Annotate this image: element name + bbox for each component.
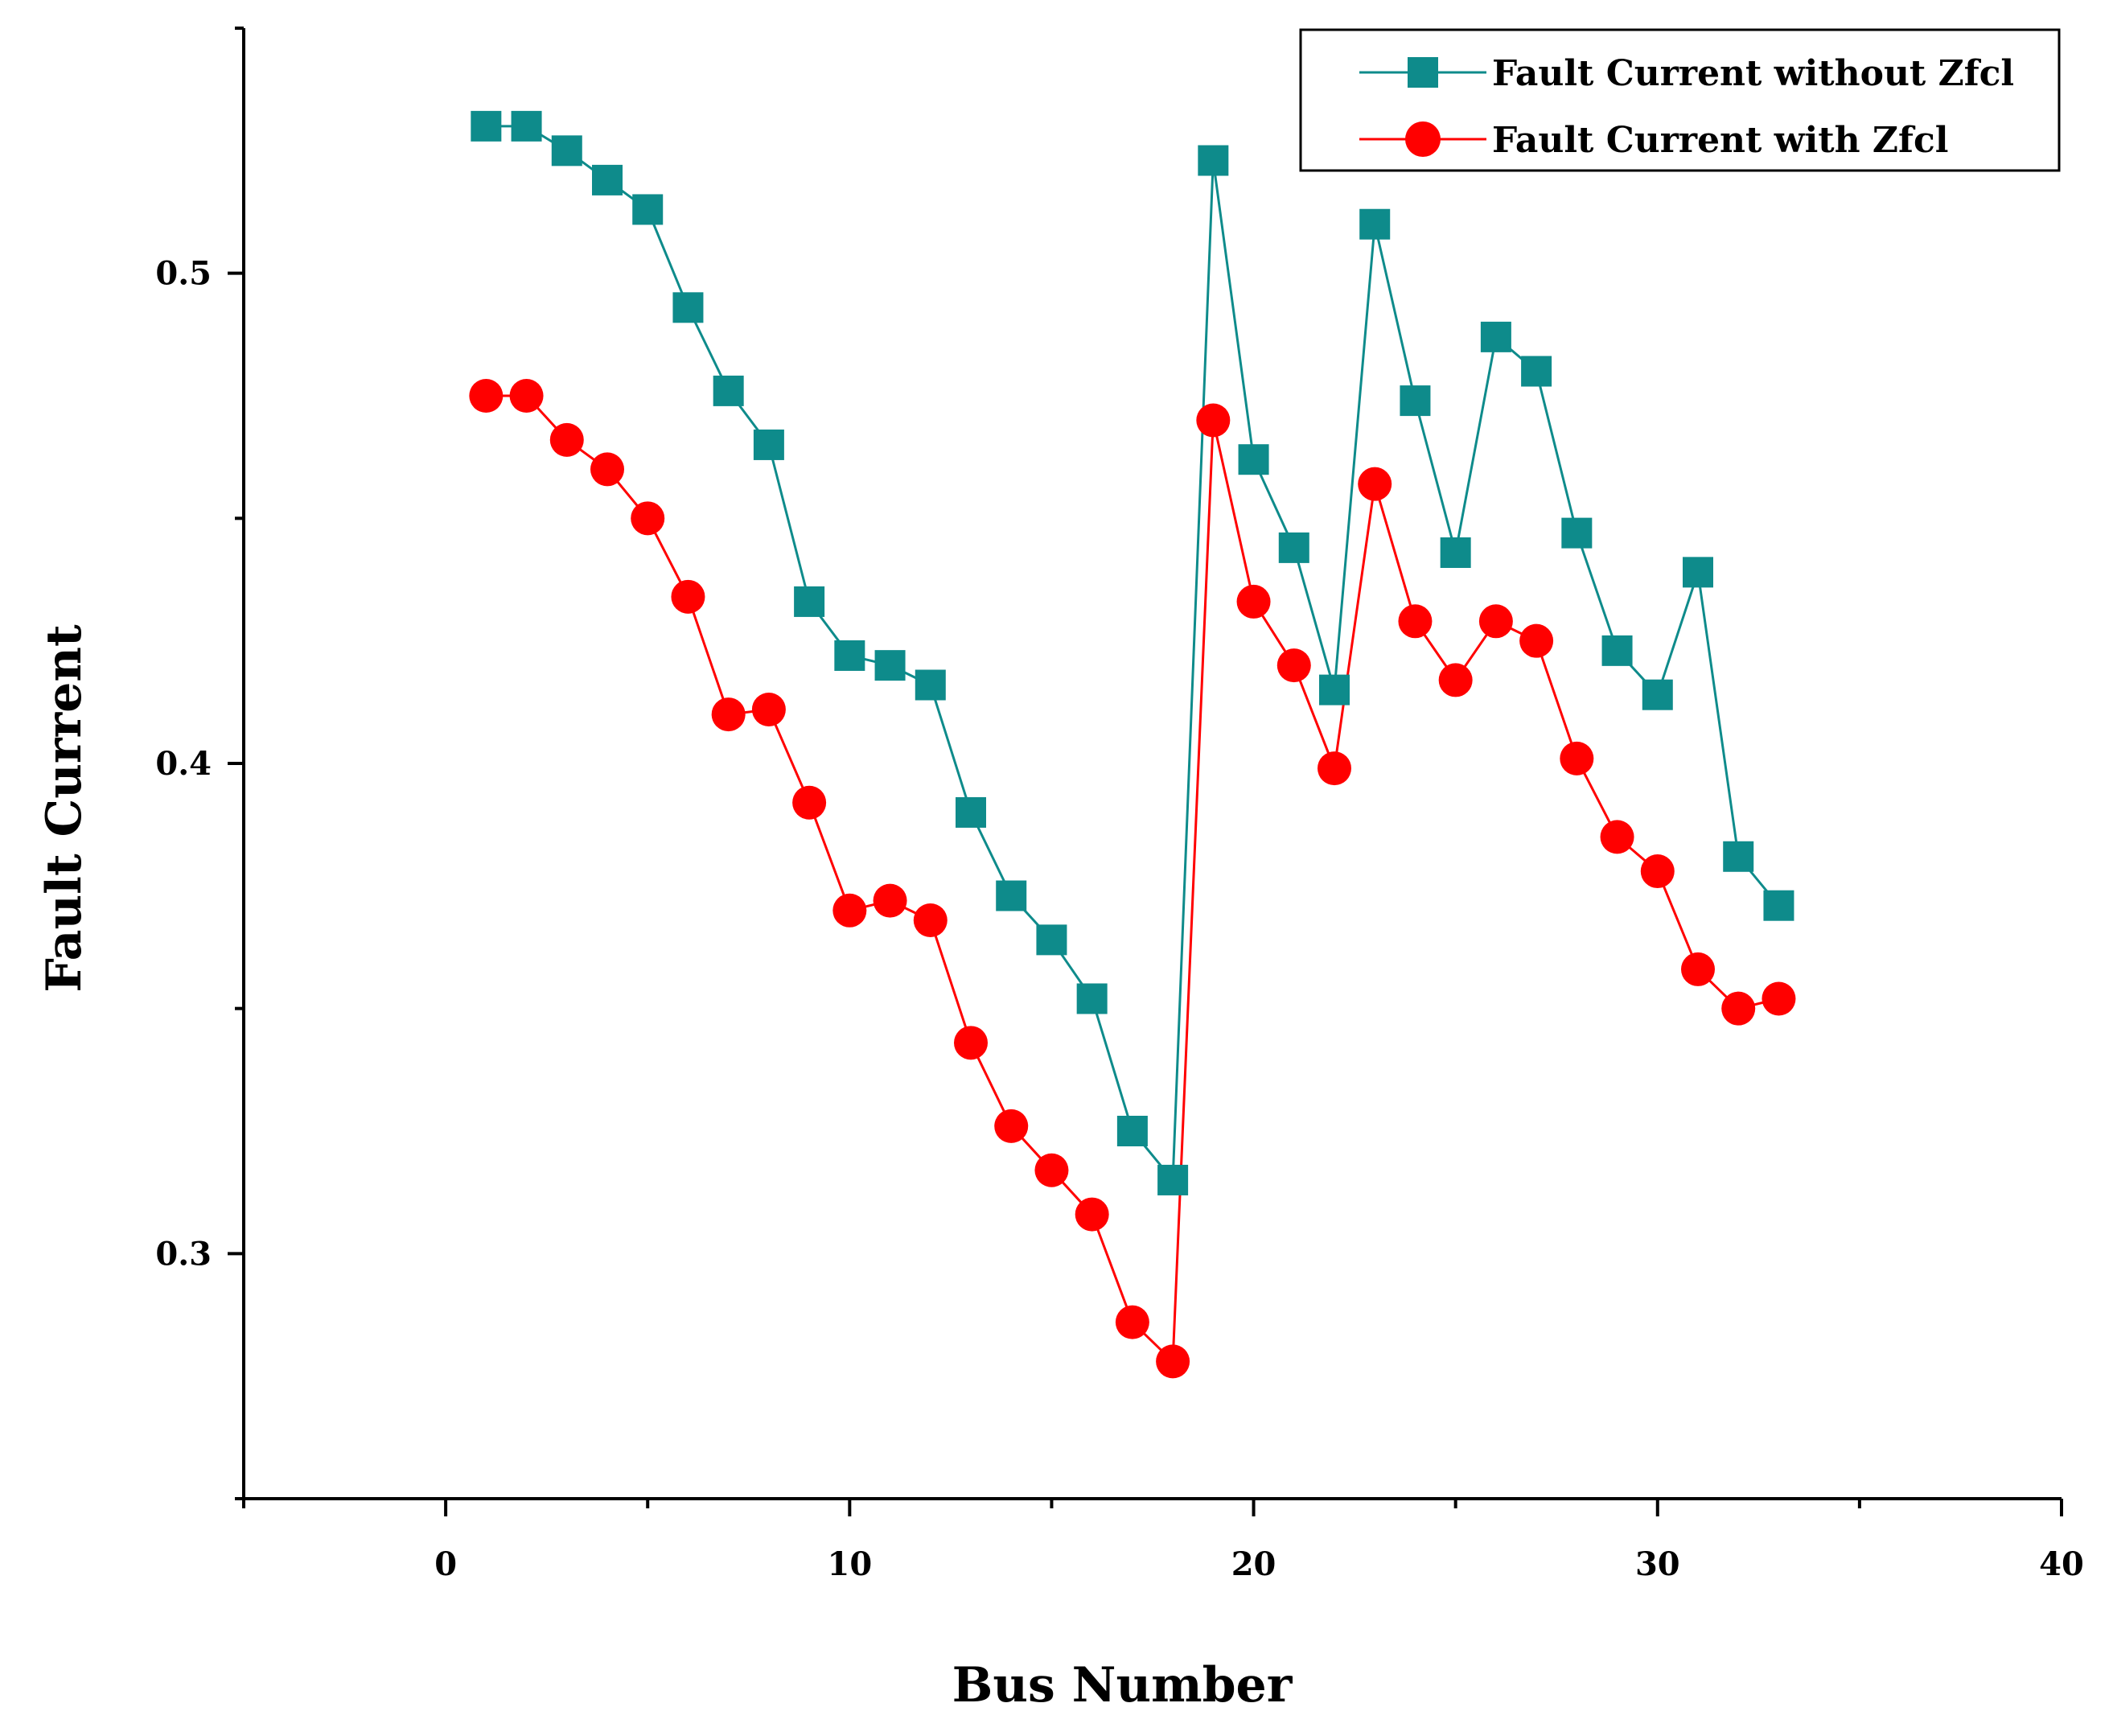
- data-point-without-zfcl: [1238, 444, 1269, 475]
- y-axis-title: Fault Current: [36, 624, 92, 993]
- data-point-with-zfcl: [1034, 1153, 1069, 1187]
- axes: [242, 28, 2062, 1500]
- x-axis-title: Bus Number: [952, 1657, 1293, 1713]
- data-point-with-zfcl: [792, 785, 827, 820]
- data-point-without-zfcl: [471, 110, 502, 142]
- data-point-without-zfcl: [996, 880, 1027, 911]
- data-point-without-zfcl: [874, 650, 906, 681]
- data-point-without-zfcl: [1683, 557, 1713, 588]
- x-tick-label: 20: [1231, 1545, 1276, 1583]
- data-point-without-zfcl: [1116, 1116, 1148, 1146]
- data-point-without-zfcl: [1198, 145, 1229, 176]
- data-point-with-zfcl: [1640, 854, 1675, 889]
- data-point-without-zfcl: [1601, 635, 1633, 666]
- data-point-without-zfcl: [1723, 841, 1754, 872]
- data-point-with-zfcl: [1478, 604, 1513, 639]
- data-point-with-zfcl: [994, 1109, 1029, 1143]
- ticks: [228, 27, 2063, 1516]
- x-tick-label: 0: [434, 1545, 457, 1583]
- data-point-with-zfcl: [1438, 663, 1473, 697]
- data-point-with-zfcl: [1318, 751, 1351, 786]
- data-point-without-zfcl: [632, 194, 664, 225]
- data-point-without-zfcl: [1480, 321, 1511, 352]
- data-point-with-zfcl: [1075, 1197, 1109, 1232]
- data-point-without-zfcl: [1036, 924, 1067, 956]
- data-point-with-zfcl: [1115, 1305, 1149, 1339]
- data-point-with-zfcl: [590, 452, 624, 487]
- legend-label-with-zfcl: Fault Current with Zfcl: [1492, 120, 1948, 161]
- data-point-with-zfcl: [751, 692, 786, 726]
- data-point-with-zfcl: [671, 579, 705, 614]
- y-tick-label: 0.3: [155, 1235, 212, 1273]
- data-point-with-zfcl: [1519, 623, 1554, 658]
- data-point-with-zfcl: [1398, 604, 1433, 639]
- data-point-without-zfcl: [1521, 356, 1552, 387]
- x-tick-label: 40: [2039, 1545, 2084, 1583]
- data-point-with-zfcl: [1600, 820, 1634, 854]
- data-point-without-zfcl: [956, 796, 986, 828]
- data-point-with-zfcl: [1196, 403, 1231, 438]
- data-point-without-zfcl: [551, 135, 582, 167]
- data-point-with-zfcl: [1681, 952, 1715, 986]
- data-point-without-zfcl: [753, 429, 784, 460]
- data-point-with-zfcl: [1560, 741, 1594, 775]
- x-tick-label: 10: [827, 1545, 872, 1583]
- data-point-without-zfcl: [1359, 208, 1391, 240]
- data-point-without-zfcl: [915, 669, 946, 701]
- series-layer: [469, 110, 1796, 1379]
- data-point-with-zfcl: [1276, 648, 1311, 683]
- data-point-without-zfcl: [713, 375, 744, 406]
- data-point-with-zfcl: [954, 1026, 988, 1060]
- data-point-with-zfcl: [549, 422, 584, 457]
- data-point-without-zfcl: [1642, 679, 1673, 710]
- series-line-0: [486, 125, 1780, 1183]
- data-point-with-zfcl: [1762, 981, 1796, 1016]
- data-point-with-zfcl: [832, 893, 867, 928]
- data-point-without-zfcl: [1440, 537, 1471, 568]
- data-point-without-zfcl: [672, 292, 704, 323]
- data-point-with-zfcl: [631, 501, 665, 536]
- data-point-without-zfcl: [1157, 1164, 1189, 1195]
- tick-labels: 0 10 20 30 40 0.3 0.4 0.5: [155, 255, 2083, 1583]
- data-point-without-zfcl: [1400, 385, 1431, 417]
- data-point-without-zfcl: [1561, 517, 1593, 549]
- data-point-without-zfcl: [1319, 674, 1350, 706]
- legend: Fault Current without Zfcl Fault Current…: [1299, 28, 2061, 172]
- data-point-with-zfcl: [913, 903, 948, 937]
- data-point-without-zfcl: [592, 164, 623, 195]
- data-point-with-zfcl: [469, 379, 504, 413]
- data-point-without-zfcl: [794, 586, 825, 617]
- data-point-without-zfcl: [1278, 532, 1309, 563]
- legend-label-without-zfcl: Fault Current without Zfcl: [1492, 53, 2014, 94]
- data-point-with-zfcl: [1358, 467, 1392, 501]
- data-point-with-zfcl: [711, 697, 746, 732]
- y-tick-label: 0.5: [155, 255, 212, 293]
- data-point-without-zfcl: [1076, 983, 1108, 1014]
- data-point-with-zfcl: [509, 379, 544, 413]
- data-point-with-zfcl: [873, 883, 907, 918]
- data-point-with-zfcl: [1156, 1344, 1190, 1379]
- data-point-with-zfcl: [1236, 584, 1271, 619]
- legend-marker-with-zfcl: [1405, 121, 1441, 157]
- data-point-with-zfcl: [1721, 991, 1756, 1026]
- x-tick-label: 30: [1635, 1545, 1680, 1583]
- y-tick-label: 0.4: [155, 745, 212, 783]
- data-point-without-zfcl: [834, 640, 865, 671]
- legend-marker-without-zfcl: [1408, 57, 1438, 88]
- data-point-without-zfcl: [511, 110, 542, 142]
- data-point-without-zfcl: [1763, 890, 1794, 921]
